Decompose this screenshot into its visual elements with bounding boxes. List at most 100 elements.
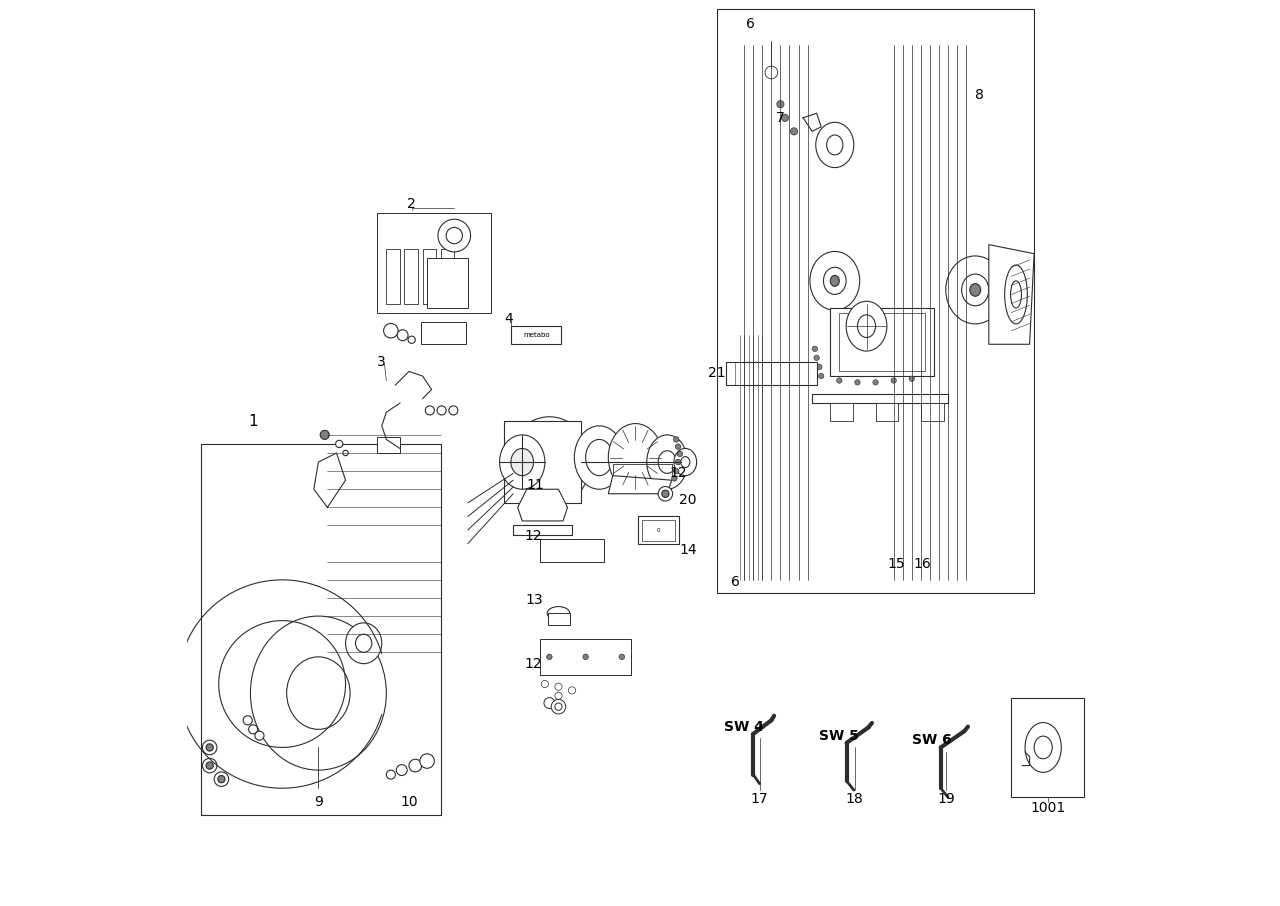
Text: 10: 10 (401, 795, 417, 809)
Ellipse shape (1025, 723, 1061, 772)
Ellipse shape (1005, 265, 1028, 323)
Polygon shape (608, 476, 672, 494)
Circle shape (676, 459, 681, 465)
Ellipse shape (1010, 281, 1021, 308)
Ellipse shape (499, 435, 545, 489)
Bar (387, 249, 399, 304)
Text: 7: 7 (776, 111, 785, 125)
Circle shape (672, 476, 677, 481)
Ellipse shape (970, 284, 980, 296)
Circle shape (554, 683, 562, 690)
Circle shape (855, 380, 860, 385)
Text: 12: 12 (525, 657, 541, 671)
Ellipse shape (508, 417, 590, 507)
Bar (641, 520, 676, 541)
Ellipse shape (251, 616, 387, 770)
Circle shape (218, 776, 225, 783)
Circle shape (320, 430, 329, 439)
Circle shape (582, 654, 589, 660)
Circle shape (248, 725, 257, 734)
Circle shape (447, 227, 462, 244)
Ellipse shape (608, 424, 663, 491)
Circle shape (243, 716, 252, 725)
Circle shape (255, 731, 264, 740)
Circle shape (765, 66, 778, 79)
Bar (422, 249, 436, 304)
Circle shape (554, 692, 562, 699)
Circle shape (408, 336, 415, 343)
Text: 8: 8 (975, 88, 984, 102)
Circle shape (673, 437, 678, 442)
Circle shape (677, 451, 682, 457)
Circle shape (410, 759, 421, 772)
Ellipse shape (646, 435, 687, 489)
Ellipse shape (846, 301, 887, 351)
Circle shape (206, 744, 214, 751)
Text: SW 5: SW 5 (819, 728, 859, 743)
Circle shape (568, 687, 576, 694)
Circle shape (662, 490, 669, 497)
Bar (540, 639, 631, 675)
Circle shape (436, 406, 447, 415)
Circle shape (541, 680, 549, 688)
Text: 1001: 1001 (1030, 801, 1065, 815)
Circle shape (438, 219, 471, 252)
Bar (548, 613, 570, 625)
Circle shape (658, 487, 672, 501)
Ellipse shape (527, 435, 572, 489)
Text: SW 4: SW 4 (724, 719, 764, 734)
Circle shape (817, 364, 822, 370)
Bar (581, 457, 681, 467)
Bar (1011, 698, 1084, 797)
Bar (440, 249, 454, 304)
Circle shape (777, 101, 785, 108)
Circle shape (420, 754, 434, 768)
Text: 6: 6 (746, 17, 755, 32)
Circle shape (676, 444, 681, 449)
Text: SW 6: SW 6 (911, 733, 951, 747)
Bar (920, 403, 943, 421)
Circle shape (202, 740, 216, 755)
Circle shape (449, 406, 458, 415)
Circle shape (790, 128, 797, 135)
Circle shape (552, 699, 566, 714)
Bar (421, 322, 466, 344)
Ellipse shape (540, 451, 558, 473)
Circle shape (547, 654, 552, 660)
Ellipse shape (946, 255, 1005, 323)
Bar (831, 403, 852, 421)
Ellipse shape (511, 448, 534, 476)
Ellipse shape (346, 623, 381, 663)
Circle shape (343, 450, 348, 456)
Text: 11: 11 (527, 477, 545, 492)
Circle shape (891, 378, 896, 383)
Circle shape (818, 373, 824, 379)
Circle shape (554, 703, 562, 710)
Polygon shape (989, 245, 1034, 344)
Text: 9: 9 (314, 795, 323, 809)
Text: 13: 13 (525, 593, 543, 607)
Polygon shape (517, 489, 567, 521)
Text: 4: 4 (504, 312, 513, 326)
Circle shape (837, 378, 842, 383)
Text: 12: 12 (525, 529, 541, 544)
Bar (511, 326, 561, 344)
Ellipse shape (815, 122, 854, 168)
Text: 1: 1 (248, 414, 259, 429)
Bar (201, 444, 440, 815)
Ellipse shape (831, 275, 840, 286)
Text: 0: 0 (657, 528, 660, 533)
Circle shape (202, 758, 216, 773)
Bar (831, 308, 934, 376)
Bar (717, 9, 1034, 593)
Text: metabo: metabo (524, 333, 550, 338)
Circle shape (673, 468, 678, 474)
Bar (876, 403, 899, 421)
Text: 12: 12 (669, 466, 687, 480)
Text: 18: 18 (846, 792, 864, 806)
Text: 3: 3 (378, 355, 387, 370)
Bar (540, 539, 604, 562)
Circle shape (214, 772, 229, 786)
Text: 15: 15 (887, 556, 905, 571)
Bar (428, 258, 468, 308)
